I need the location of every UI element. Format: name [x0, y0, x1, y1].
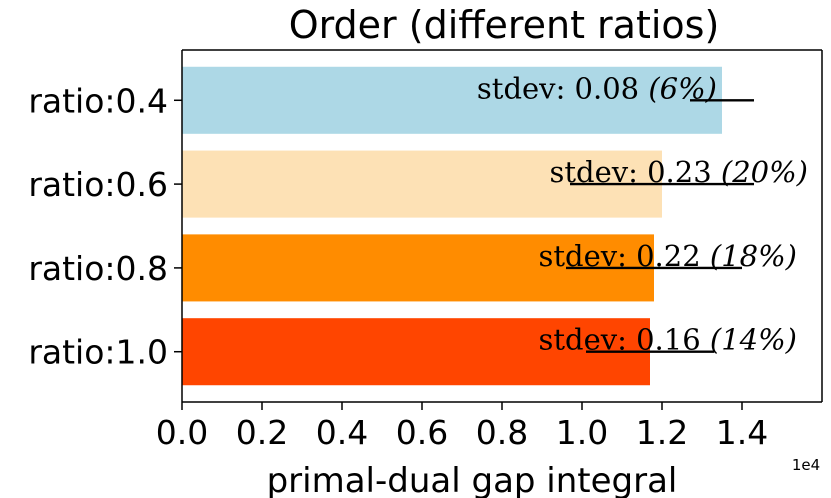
x-axis-label: primal-dual gap integral: [267, 461, 678, 498]
x-tick-label: 0.4: [316, 413, 368, 452]
x-tick-label: 0.2: [236, 413, 288, 452]
y-tick-label: ratio:0.8: [28, 249, 168, 288]
bar-1: [182, 66, 722, 134]
x-axis-scale-label: 1e4: [792, 456, 820, 474]
y-tick-label: ratio:0.6: [28, 165, 168, 204]
y-tick-label: ratio:0.4: [28, 81, 168, 120]
stdev-annotation: stdev: 0.22 (18%): [538, 239, 797, 273]
chart-title: Order (different ratios): [289, 3, 720, 47]
x-tick-label: 1.2: [636, 413, 688, 452]
annotations-layer: stdev: 0.08 (6%) stdev: 0.23 (20%) stdev: …: [477, 71, 808, 356]
stdev-annotation: stdev: 0.23 (20%): [549, 155, 808, 189]
x-tick-label: 1.4: [716, 413, 768, 452]
axes-layer: ratio:0.4 ratio:0.6 ratio:0.8 ratio:1.0 0.0 0…: [28, 49, 823, 452]
stdev-annotation: stdev: 0.08 (6%): [477, 71, 717, 105]
y-tick-label: ratio:1.0: [28, 333, 168, 372]
stdev-annotation: stdev: 0.16 (14%): [538, 323, 797, 357]
x-tick-label: 0.6: [396, 413, 448, 452]
x-tick-label: 1.0: [556, 413, 608, 452]
bar-4: [182, 318, 650, 386]
x-tick-label: 0.8: [476, 413, 528, 452]
x-tick-label: 0.0: [156, 413, 208, 452]
